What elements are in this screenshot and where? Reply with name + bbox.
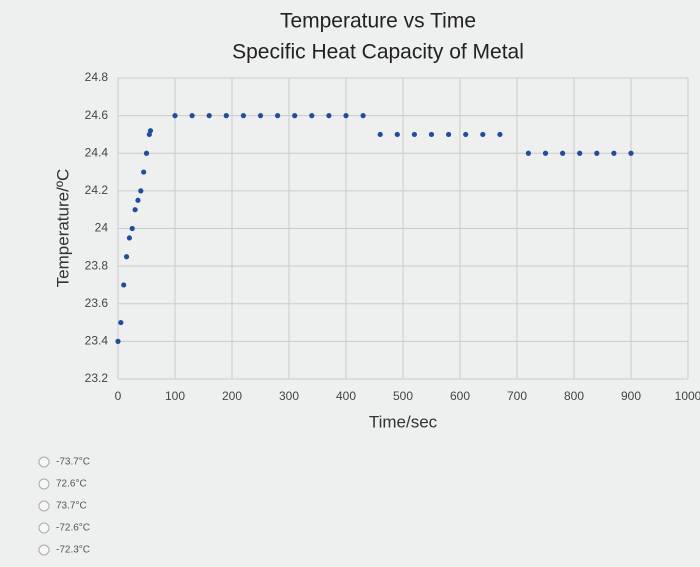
- y-tick-label: 23.4: [85, 334, 109, 348]
- data-point: [141, 169, 147, 175]
- data-point: [480, 131, 486, 138]
- data-point: [135, 197, 141, 203]
- data-point: [240, 113, 246, 119]
- radio-button[interactable]: [38, 522, 50, 534]
- data-point: [428, 131, 435, 138]
- data-point: [560, 150, 566, 156]
- data-point: [189, 113, 195, 119]
- y-axis-label: Temperature/ºC: [53, 169, 72, 288]
- data-point: [118, 319, 124, 326]
- data-point: [129, 225, 135, 232]
- y-tick-label: 24.6: [85, 108, 109, 122]
- chart-subtitle: Specific Heat Capacity of Metal: [232, 41, 524, 64]
- data-point: [360, 113, 366, 119]
- option-label[interactable]: -72.3°C: [56, 545, 90, 556]
- y-tick-label: 23.8: [85, 258, 109, 272]
- x-tick-label: 200: [222, 389, 242, 403]
- data-point: [275, 113, 281, 119]
- x-tick-label: 400: [336, 389, 356, 403]
- option-label[interactable]: 73.7°C: [56, 501, 87, 512]
- y-tick-label: 23.2: [85, 371, 109, 385]
- data-point: [143, 150, 150, 156]
- data-point: [525, 150, 532, 156]
- data-point: [326, 113, 332, 119]
- data-point: [628, 150, 634, 156]
- data-point: [147, 128, 154, 134]
- data-point: [223, 113, 229, 119]
- radio-button[interactable]: [38, 478, 50, 490]
- data-point: [594, 150, 600, 156]
- data-point: [123, 254, 130, 260]
- y-tick-label: 24: [95, 221, 109, 235]
- data-point: [121, 282, 127, 288]
- data-point: [206, 113, 212, 119]
- data-point: [132, 207, 138, 213]
- data-point: [394, 131, 400, 138]
- x-tick-label: 900: [621, 389, 641, 403]
- x-tick-label: 0: [115, 389, 122, 403]
- radio-button[interactable]: [38, 456, 50, 468]
- option-label[interactable]: 72.6°C: [56, 479, 87, 490]
- data-point: [377, 131, 383, 138]
- x-tick-label: 800: [564, 389, 584, 403]
- x-tick-label: 300: [279, 389, 299, 403]
- data-point: [343, 113, 349, 119]
- radio-button[interactable]: [38, 500, 50, 512]
- data-point: [292, 113, 298, 119]
- x-axis-label: Time/sec: [369, 412, 438, 431]
- x-tick-label: 500: [393, 389, 413, 403]
- data-point: [411, 131, 417, 138]
- data-point: [126, 235, 132, 241]
- data-point: [257, 113, 264, 119]
- data-point: [497, 131, 503, 138]
- x-tick-label: 600: [450, 389, 470, 403]
- x-tick-label: 100: [165, 389, 185, 403]
- data-point: [138, 188, 144, 194]
- chart-title: Temperature vs Time: [280, 10, 476, 33]
- option-label[interactable]: -73.7°C: [56, 457, 90, 468]
- data-point: [577, 150, 583, 156]
- option-label[interactable]: -72.6°C: [56, 523, 90, 534]
- x-tick-label: 1000: [675, 389, 700, 403]
- data-point: [309, 113, 315, 119]
- data-point: [115, 338, 121, 344]
- data-point: [446, 131, 452, 138]
- data-point: [463, 131, 469, 138]
- radio-button[interactable]: [38, 544, 50, 556]
- data-point: [542, 150, 549, 156]
- data-point: [611, 150, 617, 156]
- y-tick-label: 23.6: [85, 296, 109, 310]
- x-tick-label: 700: [507, 389, 527, 403]
- y-tick-label: 24.2: [85, 183, 109, 197]
- y-tick-label: 24.8: [85, 70, 109, 84]
- y-tick-label: 24.4: [85, 145, 109, 159]
- data-point: [172, 113, 178, 119]
